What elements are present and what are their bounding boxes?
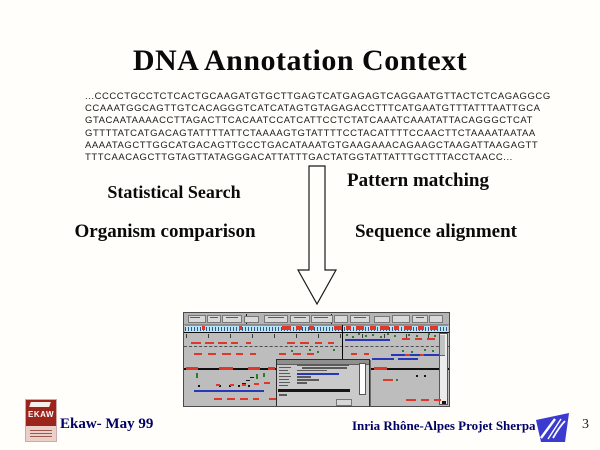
dna-sequence-line: GTTTTATCATGACAGTATTTTATTCTAAAAGTGTATTTTC… <box>85 127 536 139</box>
ruler-ticks <box>185 327 448 331</box>
ekaw-logo-red-block: EKAW <box>26 400 56 426</box>
dna-sequence-block: ...CCCCTGCCTCTCACTGCAAGATGTGCTTGAGTCATGA… <box>85 91 565 164</box>
ekaw-logo: EKAW <box>25 399 57 442</box>
screenshot-feature-marks <box>184 313 449 406</box>
footer-organization: Inria Rhône-Alpes Projet Sherpa <box>352 418 536 433</box>
ekaw-logo-flag-shape <box>29 402 51 407</box>
label-statistical-search: Statistical Search <box>107 182 241 202</box>
screenshot-vertical-scrollbar <box>439 333 448 405</box>
label-pattern-matching: Pattern matching <box>347 170 489 191</box>
ekaw-logo-caption-block <box>26 426 56 441</box>
screenshot-cursor-line <box>342 325 343 374</box>
scrollbar-thumb <box>440 335 445 356</box>
annotation-tool-screenshot <box>183 312 450 407</box>
dna-sequence-line: ...CCCCTGCCTCTCACTGCAAGATGTGCTTGAGTCATGA… <box>85 91 551 102</box>
slide-title: DNA Annotation Context <box>132 44 468 77</box>
dna-sequence-line: AAAATAGCTTGGCATGACAGTTGCCTGACATAAATGTGAA… <box>85 139 539 151</box>
page-number: 3 <box>582 417 589 432</box>
ekaw-logo-text: EKAW <box>28 410 54 419</box>
caption-line <box>30 433 52 434</box>
footer-date: Ekaw- May 99 <box>60 416 154 432</box>
dna-sequence-line: GTACAATAAAACCTTAGACTTCACAATCCATCATTCCTCT… <box>85 115 533 127</box>
down-arrow-icon <box>296 165 338 306</box>
screenshot-properties-dialog <box>276 359 370 406</box>
caption-line <box>30 436 52 437</box>
screenshot-scale-row <box>186 334 447 338</box>
label-organism-comparison: Organism comparison <box>74 221 256 242</box>
dna-sequence-line: CCAAATGGCAGTTGTCACAGGGTCATCATAGTGTAGAGAC… <box>85 103 541 115</box>
dna-sequence-line: TTTCAACAGCTTGTAGTTATAGGGACATTATTTGACTATG… <box>85 152 513 164</box>
dialog-content-marks <box>184 313 449 406</box>
screenshot-dashed-track-line <box>184 346 449 347</box>
caption-line <box>30 430 52 431</box>
screenshot-track-border <box>184 332 449 333</box>
label-sequence-alignment: Sequence alignment <box>354 221 518 242</box>
inria-logo <box>536 413 569 442</box>
